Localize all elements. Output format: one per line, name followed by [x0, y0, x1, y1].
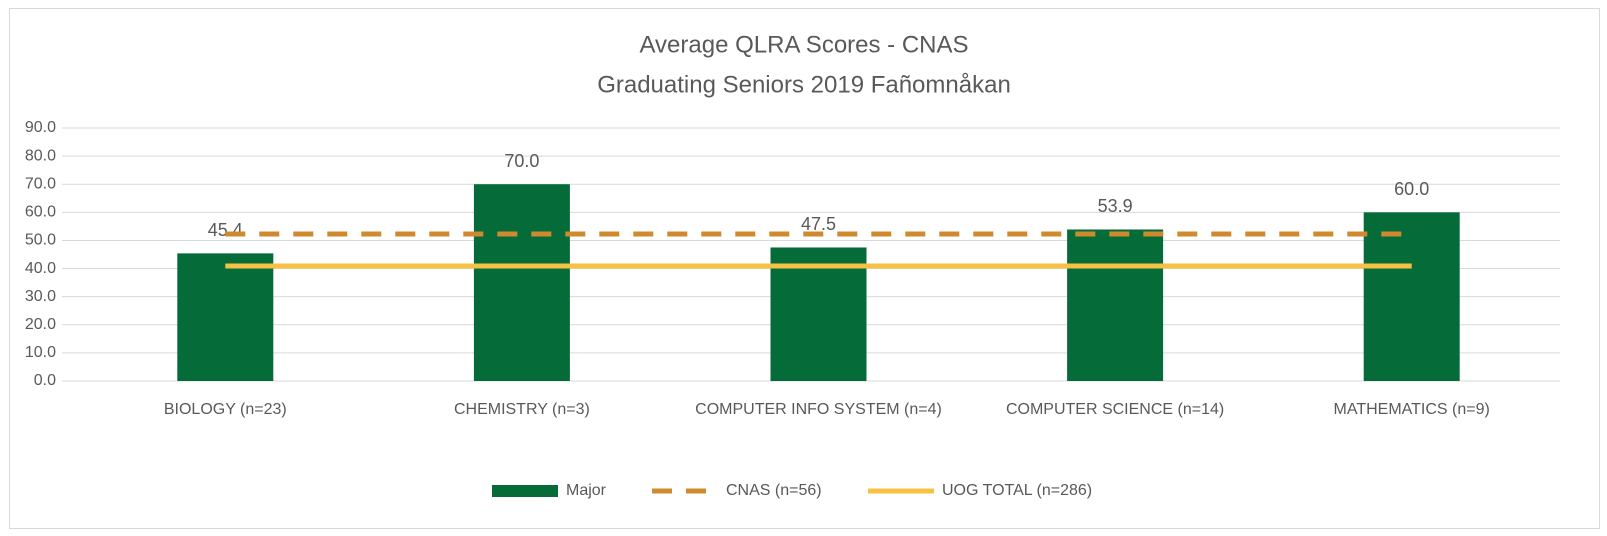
data-label: 70.0 — [504, 151, 539, 171]
legend-label: Major — [566, 482, 607, 499]
bar — [177, 253, 274, 381]
legend-swatch — [492, 485, 558, 497]
x-tick-label: CHEMISTRY (n=3) — [454, 401, 590, 418]
y-tick-label: 80.0 — [25, 147, 56, 164]
bar — [770, 247, 867, 381]
x-tick-label: COMPUTER INFO SYSTEM (n=4) — [695, 401, 942, 418]
bar — [1363, 212, 1460, 381]
y-tick-label: 40.0 — [25, 260, 56, 277]
y-tick-label: 20.0 — [25, 316, 56, 333]
legend-label: UOG TOTAL (n=286) — [942, 482, 1092, 499]
chart-title: Average QLRA Scores - CNAS — [639, 31, 968, 58]
data-label: 53.9 — [1098, 196, 1133, 216]
y-tick-label: 10.0 — [25, 344, 56, 361]
y-tick-label: 90.0 — [25, 119, 56, 136]
chart-subtitle: Graduating Seniors 2019 Fañomnåkan — [597, 71, 1011, 98]
data-label: 47.5 — [801, 214, 836, 234]
y-tick-label: 30.0 — [25, 288, 56, 305]
y-tick-label: 60.0 — [25, 204, 56, 221]
bar — [473, 184, 570, 381]
y-tick-label: 0.0 — [34, 372, 56, 389]
data-label: 60.0 — [1394, 179, 1429, 199]
y-tick-label: 70.0 — [25, 175, 56, 192]
y-tick-label: 50.0 — [25, 232, 56, 249]
legend-label: CNAS (n=56) — [726, 482, 822, 499]
x-tick-label: MATHEMATICS (n=9) — [1334, 401, 1490, 418]
x-tick-label: COMPUTER SCIENCE (n=14) — [1006, 401, 1224, 418]
data-label: 45.4 — [208, 220, 243, 240]
bar — [1067, 229, 1164, 381]
x-tick-label: BIOLOGY (n=23) — [164, 401, 287, 418]
